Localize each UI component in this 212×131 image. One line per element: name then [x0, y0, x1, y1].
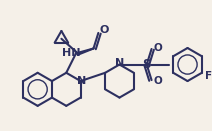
Text: O: O [153, 43, 162, 53]
Text: S: S [142, 58, 151, 71]
Text: HN: HN [62, 48, 80, 58]
Text: O: O [99, 25, 109, 35]
Text: O: O [153, 76, 162, 86]
Text: N: N [77, 76, 86, 86]
Text: F: F [205, 71, 212, 81]
Text: N: N [115, 58, 124, 68]
